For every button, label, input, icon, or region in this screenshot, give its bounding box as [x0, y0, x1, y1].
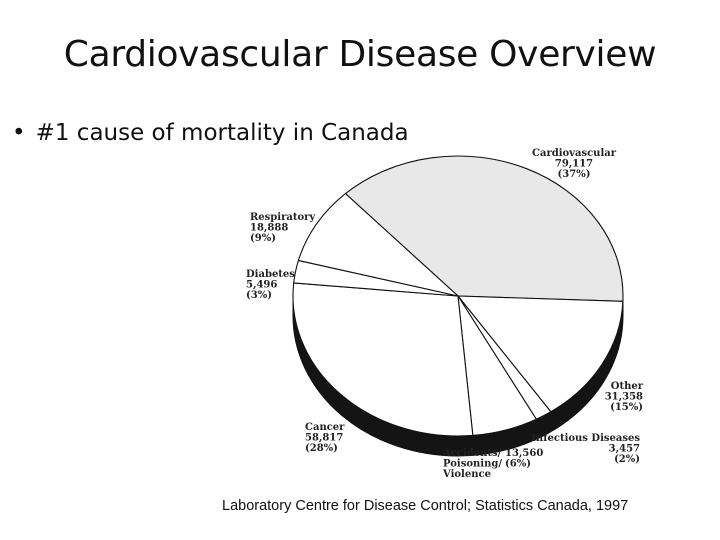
label-respiratory-percent: (9%) [250, 233, 276, 244]
pie-slice-cardiovascular [344, 155, 624, 302]
bullet-item: • #1 cause of mortality in Canada [12, 120, 409, 146]
label-other-value: 31,358 [605, 392, 643, 403]
label-cardiovascular-value: 79,117 [555, 159, 593, 170]
label-respiratory-value: 18,888 [250, 223, 288, 234]
label-diabetes-percent: (3%) [246, 290, 272, 301]
label-diabetes-value: 5,496 [246, 280, 277, 291]
label-accidents-poisoning-violence-name: Violence [442, 469, 491, 480]
label-other-name: Other [611, 381, 644, 392]
label-respiratory-name: Respiratory [250, 212, 316, 223]
label-accidents-poisoning-violence-percent: (6%) [505, 459, 531, 470]
label-infectious-diseases-name: Infectious Diseases [531, 433, 640, 444]
label-infectious-diseases-value: 3,457 [609, 444, 640, 455]
label-accidents-poisoning-violence-name: Poisoning/ [443, 459, 502, 470]
pie-slice-other [456, 295, 624, 413]
label-infectious-diseases-percent: (2%) [614, 454, 640, 465]
label-cancer-percent: (28%) [305, 443, 338, 454]
label-cancer-value: 58,817 [305, 433, 343, 444]
pie-slice-cancer [292, 282, 474, 437]
label-cardiovascular-percent: (37%) [558, 169, 591, 180]
label-cardiovascular-name: Cardiovascular [532, 148, 617, 159]
pie-slices [292, 155, 624, 437]
label-accidents-poisoning-violence-value: 13,560 [505, 448, 543, 459]
bullet-text: #1 cause of mortality in Canada [35, 120, 409, 146]
slide-title: Cardiovascular Disease Overview [63, 34, 657, 75]
source-citation: Laboratory Centre for Disease Control; S… [222, 498, 629, 514]
label-other-percent: (15%) [610, 402, 643, 413]
bullet-dot: • [12, 120, 26, 146]
label-diabetes-name: Diabetes [246, 269, 295, 280]
label-cancer-name: Cancer [305, 422, 345, 433]
pie-slice-respiratory [297, 192, 460, 297]
label-accidents-poisoning-violence-name: Accidents/ [442, 448, 502, 459]
